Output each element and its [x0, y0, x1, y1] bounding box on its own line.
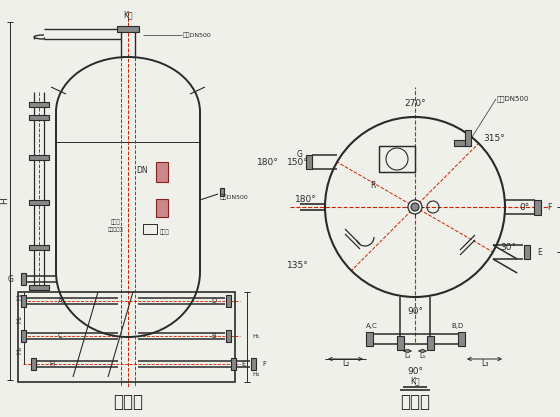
- Text: G: G: [8, 274, 14, 284]
- Bar: [117, 26, 139, 32]
- Text: H: H: [49, 361, 55, 367]
- Text: 315°: 315°: [484, 134, 505, 143]
- Text: 立面图: 立面图: [113, 393, 143, 411]
- Text: H₁: H₁: [252, 334, 259, 339]
- Text: E: E: [537, 248, 542, 256]
- Bar: [29, 115, 49, 120]
- Text: R: R: [370, 181, 376, 189]
- Text: 30°: 30°: [500, 243, 516, 251]
- Text: E: E: [242, 361, 246, 367]
- Circle shape: [408, 200, 422, 214]
- Text: K向: K向: [123, 10, 133, 20]
- Bar: [21, 273, 26, 285]
- Text: H₂: H₂: [16, 314, 22, 323]
- Text: B,D: B,D: [452, 323, 464, 329]
- Text: DN: DN: [136, 166, 148, 174]
- Text: 180°: 180°: [257, 158, 279, 166]
- Bar: [534, 199, 540, 214]
- Text: 150°: 150°: [287, 158, 309, 166]
- Bar: [143, 224, 157, 234]
- Bar: [29, 244, 49, 249]
- Bar: [29, 199, 49, 204]
- Bar: [231, 358, 236, 370]
- Bar: [21, 295, 26, 307]
- Text: A: A: [58, 298, 62, 304]
- Bar: [226, 295, 231, 307]
- Text: C: C: [58, 333, 62, 339]
- Text: 入孔DN500: 入孔DN500: [220, 194, 249, 200]
- Text: F: F: [547, 203, 552, 211]
- Bar: [379, 146, 415, 172]
- Text: 俯视图: 俯视图: [400, 393, 430, 411]
- Text: 180°: 180°: [295, 194, 317, 203]
- Bar: [21, 330, 26, 342]
- Bar: [366, 332, 372, 346]
- Bar: [29, 101, 49, 106]
- Text: 入孔DN500: 入孔DN500: [497, 95, 529, 102]
- Bar: [379, 146, 415, 172]
- Bar: [524, 245, 530, 259]
- Bar: [396, 336, 404, 350]
- Text: L₃: L₃: [481, 359, 488, 369]
- Text: 90°: 90°: [407, 367, 423, 375]
- Bar: [29, 284, 49, 289]
- Text: L₂: L₂: [342, 359, 349, 369]
- Text: L₅: L₅: [419, 353, 426, 359]
- Text: B: B: [212, 333, 216, 339]
- Text: K向: K向: [410, 377, 420, 385]
- Text: A,C: A,C: [366, 323, 378, 329]
- Bar: [458, 332, 464, 346]
- Text: H₁: H₁: [16, 292, 22, 301]
- Text: 放气嘴: 放气嘴: [160, 229, 170, 235]
- Bar: [427, 336, 433, 350]
- Text: 无烟煤粒度: 无烟煤粒度: [108, 226, 124, 231]
- Bar: [226, 330, 231, 342]
- Bar: [30, 358, 35, 370]
- Text: 270°: 270°: [404, 98, 426, 108]
- Bar: [156, 199, 168, 217]
- Circle shape: [411, 203, 419, 211]
- Text: D: D: [211, 298, 217, 304]
- Bar: [250, 358, 255, 370]
- Bar: [29, 155, 49, 159]
- Text: L₄: L₄: [404, 353, 411, 359]
- Bar: [306, 155, 312, 169]
- Text: 135°: 135°: [287, 261, 309, 270]
- Bar: [220, 188, 224, 196]
- Text: 90°: 90°: [407, 306, 423, 316]
- Text: F: F: [262, 361, 266, 367]
- Text: H₄: H₄: [252, 372, 259, 377]
- Bar: [454, 140, 470, 146]
- Bar: [18, 292, 235, 382]
- Text: 石英砂: 石英砂: [111, 219, 121, 225]
- Text: H: H: [1, 198, 10, 204]
- Bar: [465, 130, 471, 146]
- Text: 0°: 0°: [519, 203, 529, 211]
- Text: G: G: [297, 150, 303, 158]
- Bar: [156, 162, 168, 182]
- Text: 入孔DN500: 入孔DN500: [183, 32, 212, 38]
- Text: H₃: H₃: [16, 346, 22, 354]
